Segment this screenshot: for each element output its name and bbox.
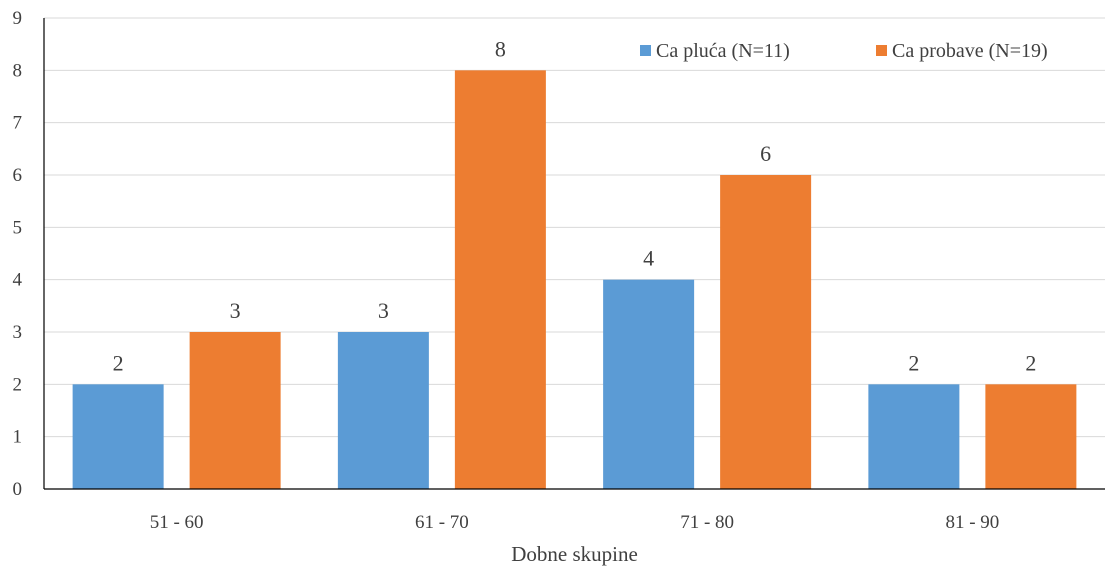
data-label: 6 [760, 141, 771, 166]
y-tick-label: 1 [13, 427, 23, 448]
y-tick-label: 5 [13, 217, 23, 238]
bar-series-2-4 [985, 384, 1077, 489]
legend: Ca pluća (N=11) Ca probave (N=19) [640, 40, 1048, 62]
bar-series-1-3 [603, 279, 695, 489]
bar-series-2-1 [189, 332, 281, 489]
x-axis-ticks: 51 - 60 61 - 70 71 - 80 81 - 90 [150, 512, 1000, 533]
y-axis-ticks: 0 1 2 3 4 5 6 7 8 9 [13, 8, 23, 500]
legend-swatch [876, 45, 887, 56]
data-label: 2 [1025, 350, 1036, 375]
bar-series-1-4 [868, 384, 960, 489]
y-tick-label: 4 [13, 270, 23, 291]
x-axis-title: Dobne skupine [511, 542, 638, 566]
x-tick-label: 51 - 60 [150, 512, 204, 533]
legend-label: Ca probave (N=19) [892, 40, 1048, 62]
y-tick-label: 7 [13, 113, 23, 134]
data-labels: 2 3 3 8 4 6 2 2 [113, 36, 1037, 375]
data-label: 3 [378, 298, 389, 323]
bar-series-2-2 [454, 70, 546, 489]
data-label: 2 [113, 350, 124, 375]
y-tick-label: 2 [13, 374, 23, 395]
y-tick-label: 9 [13, 8, 23, 29]
bar-series-1-1 [72, 384, 164, 489]
data-label: 8 [495, 36, 506, 61]
data-label: 4 [643, 246, 654, 271]
x-tick-label: 61 - 70 [415, 512, 469, 533]
y-tick-label: 6 [13, 165, 23, 186]
bar-series-2-3 [720, 175, 812, 489]
x-tick-label: 71 - 80 [680, 512, 734, 533]
bars [72, 70, 1077, 489]
x-tick-label: 81 - 90 [945, 512, 999, 533]
y-tick-label: 3 [13, 322, 23, 343]
legend-swatch [640, 45, 651, 56]
bar-series-1-2 [337, 332, 429, 489]
legend-label: Ca pluća (N=11) [656, 40, 790, 62]
y-tick-label: 8 [13, 60, 23, 81]
data-label: 2 [908, 350, 919, 375]
data-label: 3 [230, 298, 241, 323]
y-tick-label: 0 [13, 479, 23, 500]
